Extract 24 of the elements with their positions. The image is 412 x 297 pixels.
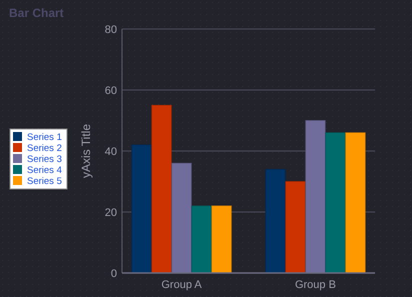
y-tick-label: 20 <box>104 207 117 219</box>
bar <box>131 144 152 274</box>
bar <box>305 120 326 274</box>
y-tick-label: 0 <box>110 268 117 280</box>
bar <box>211 206 232 274</box>
y-tick-label: 60 <box>104 85 117 97</box>
bar <box>345 132 366 274</box>
y-axis-title: yAxis Title <box>79 124 93 178</box>
legend-label: Series 1 <box>27 132 62 143</box>
bar <box>265 168 286 274</box>
x-tick-label: Group B <box>294 279 336 291</box>
bar <box>191 206 212 274</box>
legend-label: Series 2 <box>27 143 62 154</box>
bar <box>285 181 306 274</box>
legend-label: Series 3 <box>27 154 62 165</box>
bar <box>325 132 346 274</box>
legend-label: Series 4 <box>27 165 62 176</box>
chart-title: Bar Chart <box>9 6 64 20</box>
bar <box>151 104 172 274</box>
y-tick-label: 80 <box>104 24 117 36</box>
y-tick-label: 40 <box>104 146 117 158</box>
legend-label: Series 5 <box>27 176 62 187</box>
x-tick-label: Group A <box>161 279 202 291</box>
bar <box>171 162 192 274</box>
